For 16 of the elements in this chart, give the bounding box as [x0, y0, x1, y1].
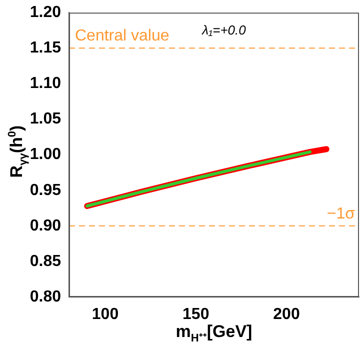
annotation: λ₁=+0.0	[201, 22, 247, 38]
x-tick-label: 100	[92, 306, 119, 324]
y-tick-label: 1.15	[30, 40, 62, 57]
y-tick-label: 1.20	[30, 4, 62, 22]
y-tick-label: 1.05	[30, 110, 62, 128]
x-axis-title: m$_{H⁺⁺}$[GeV]	[174, 322, 254, 344]
x-tick-label: 200	[273, 306, 300, 324]
y-tick-label: 1.00	[30, 146, 62, 164]
y-tick-label: 0.85	[30, 252, 62, 270]
y-tick-label: 1.10	[30, 75, 62, 92]
ref-line-label: Central value	[75, 28, 170, 45]
y-tick-label: 0.80	[30, 288, 62, 306]
ref-line-label: −1σ	[326, 205, 356, 222]
x-tick-label: 150	[182, 306, 210, 324]
y-tick-label: 0.95	[30, 182, 62, 199]
y-tick-label: 0.90	[30, 217, 62, 234]
